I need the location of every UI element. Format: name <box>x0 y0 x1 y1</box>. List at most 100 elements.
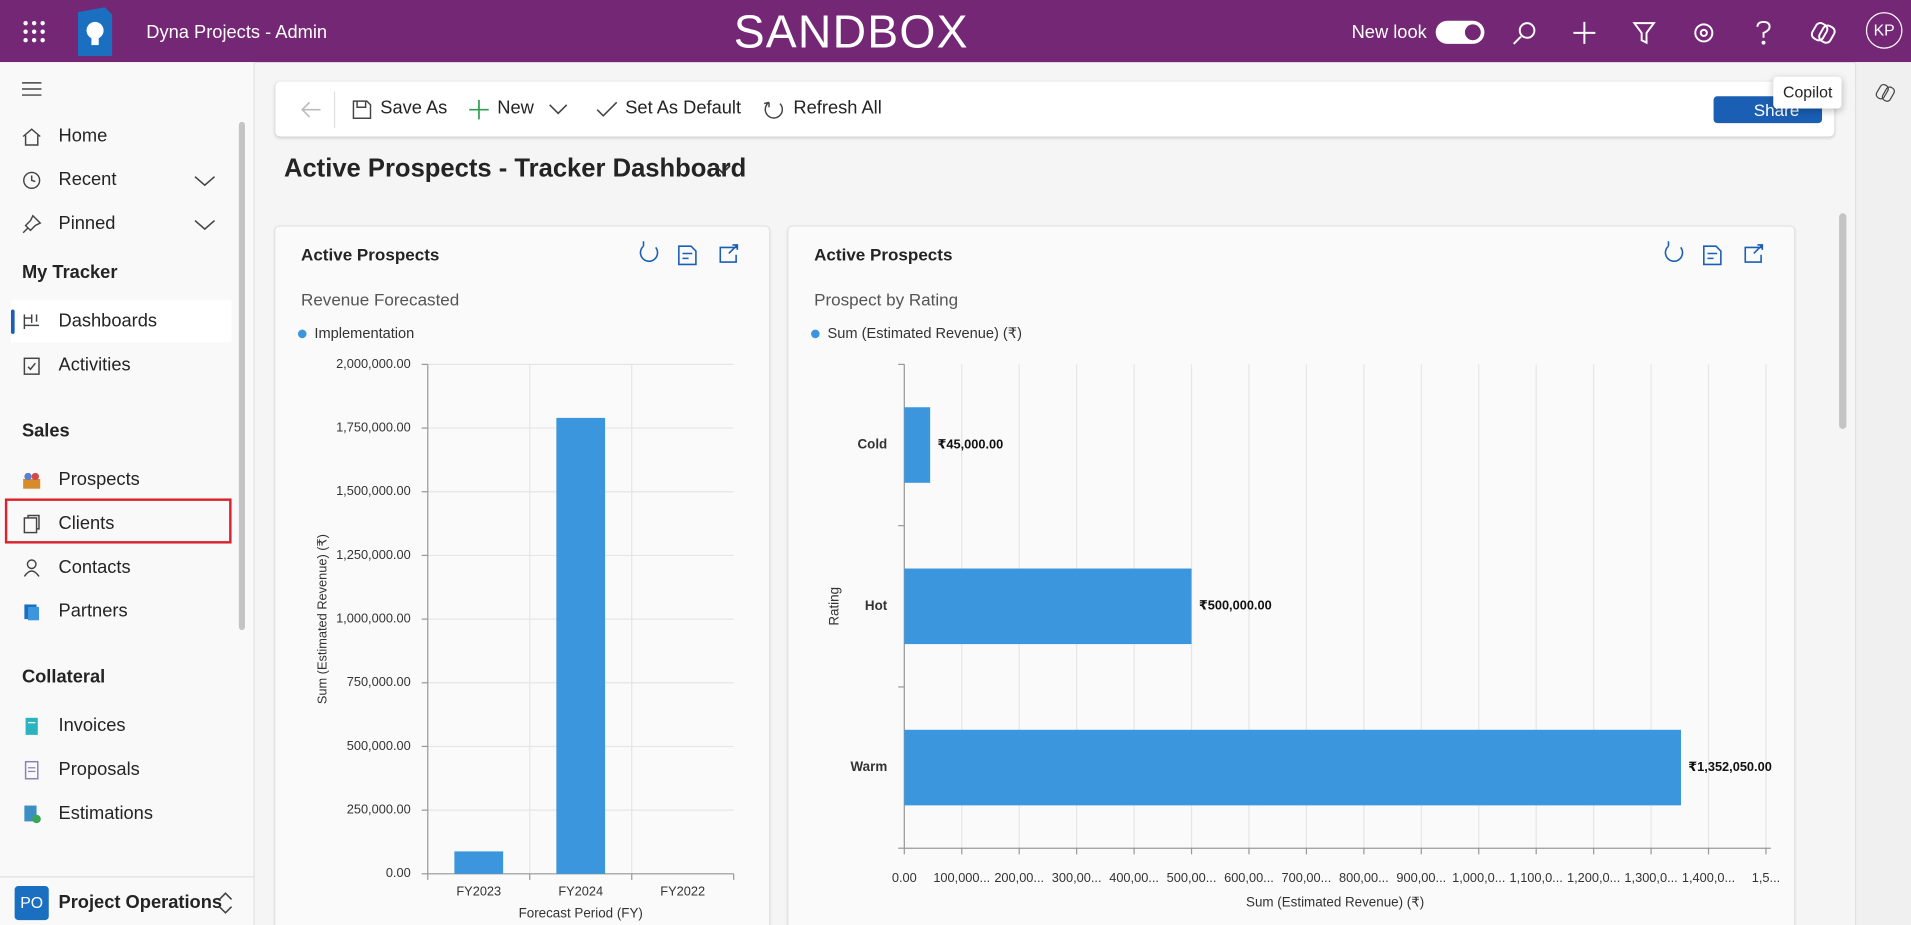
data-label: ₹45,000.00 <box>937 436 1003 451</box>
x-tick-label: 1,000,0... <box>1452 870 1505 885</box>
area-chevrons <box>218 892 233 914</box>
chart-subtitle: Revenue Forecasted <box>301 291 459 310</box>
nav-item[interactable]: Dashboards <box>58 310 158 332</box>
nav-item[interactable]: Clients <box>58 513 115 534</box>
x-tick-label: FY2022 <box>660 883 705 898</box>
settings-button[interactable] <box>1694 23 1714 43</box>
new-button[interactable]: New <box>497 97 534 119</box>
y-tick-label: 1,750,000.00 <box>336 419 411 434</box>
bar <box>454 851 504 874</box>
app-name[interactable]: Dyna Projects - Admin <box>146 21 328 43</box>
user-initials: KP <box>1873 20 1895 39</box>
save-as-icon <box>352 100 372 119</box>
chart: Active Prospects Revenue Forecasted Implem… <box>297 241 739 921</box>
sidebar: Home Recent Pinned My Tracker Dashboards… <box>0 62 255 925</box>
x-axis-label: Sum (Estimated Revenue) (₹) <box>1246 895 1424 910</box>
y-axis-label: Rating <box>826 587 841 626</box>
new-dropdown[interactable] <box>548 104 568 116</box>
dashboard-selector[interactable] <box>714 163 731 175</box>
expand-chart[interactable] <box>1744 244 1764 263</box>
expand-chevron[interactable] <box>194 175 216 187</box>
selected-item-bg <box>10 299 232 343</box>
x-tick-label: 600,00... <box>1224 870 1274 885</box>
nav-item[interactable]: Estimations <box>58 803 153 824</box>
dashboard-title[interactable]: Active Prospects - Tracker Dashboard <box>283 154 747 183</box>
search-button[interactable] <box>1512 22 1536 45</box>
new-look-toggle[interactable] <box>1435 20 1485 44</box>
nav-item[interactable]: Partners <box>58 600 128 622</box>
add-button[interactable] <box>1573 21 1596 44</box>
estimations-icon <box>24 805 41 824</box>
refresh-chart[interactable] <box>1664 241 1684 263</box>
chart-subtitle: Prospect by Rating <box>814 291 958 310</box>
y-tick-label: 750,000.00 <box>347 674 411 689</box>
view-records[interactable] <box>678 245 697 266</box>
nav-item[interactable]: Invoices <box>58 715 126 737</box>
x-tick-label: 200,00... <box>994 870 1044 885</box>
copilot-pane-icon[interactable] <box>1874 82 1896 104</box>
y-tick-label: 500,000.00 <box>347 738 411 753</box>
activities-icon <box>23 357 40 375</box>
x-tick-label: 0.00 <box>892 870 917 885</box>
invoices-icon <box>25 717 38 735</box>
nav-item[interactable]: Home <box>58 125 108 147</box>
user-avatar[interactable]: KP <box>1865 12 1903 49</box>
section-title: Sales <box>21 420 70 442</box>
y-tick-label: Warm <box>851 759 888 774</box>
proposals-icon <box>24 760 39 780</box>
top-bar: Dyna Projects - Admin SANDBOX New look K… <box>0 0 1911 63</box>
prospects-icon <box>23 472 41 489</box>
nav-item[interactable]: Prospects <box>58 469 140 490</box>
x-tick-label: 700,00... <box>1282 870 1332 885</box>
back-button[interactable] <box>300 100 322 119</box>
main-scrollbar[interactable] <box>1839 213 1847 429</box>
x-tick-label: 800,00... <box>1339 870 1389 885</box>
area-badge: PO <box>14 885 49 921</box>
card-title: Active Prospects <box>814 245 952 264</box>
set-default-button[interactable]: Set As Default <box>625 97 742 119</box>
x-tick-label: FY2024 <box>558 883 603 898</box>
view-records[interactable] <box>1703 245 1722 266</box>
save-as-button[interactable]: Save As <box>380 97 448 119</box>
y-tick-label: 2,000,000.00 <box>336 356 411 371</box>
partners-icon <box>24 604 39 621</box>
data-label: ₹1,352,050.00 <box>1688 759 1772 774</box>
y-tick-label: Hot <box>865 598 888 613</box>
filter-button[interactable] <box>1632 22 1656 45</box>
refresh-icon <box>763 101 784 119</box>
y-tick-label: 0.00 <box>386 865 411 880</box>
clients-icon <box>23 514 40 534</box>
section-title: My Tracker <box>21 262 118 283</box>
legend-marker <box>811 329 820 339</box>
sidebar-scrollbar[interactable] <box>238 121 245 631</box>
expand-chevron[interactable] <box>194 219 216 231</box>
nav-item[interactable]: Recent <box>58 169 117 191</box>
recent-icon <box>23 171 41 190</box>
app-launcher[interactable] <box>22 19 46 43</box>
card-actions <box>639 241 739 266</box>
expand-chart[interactable] <box>719 244 739 263</box>
nav-item[interactable]: Contacts <box>58 556 131 578</box>
chart-card: Active Prospects Prospect by Rating Sum (E… <box>787 225 1796 925</box>
nav-item[interactable]: Pinned <box>58 213 116 234</box>
nav-item[interactable]: Activities <box>58 354 131 376</box>
tooltip: Copilot <box>1773 76 1842 109</box>
area-switcher[interactable]: PO Project Operations <box>0 876 254 925</box>
section-title: Collateral <box>21 666 106 688</box>
x-tick-label: 400,00... <box>1109 870 1159 885</box>
command-bar: Save As New Set As Default Refresh All S… <box>275 81 1835 137</box>
nav-item[interactable]: Proposals <box>58 759 140 780</box>
set-default-icon <box>596 101 618 117</box>
menu-toggle[interactable] <box>21 82 44 97</box>
help-button[interactable] <box>1756 20 1771 45</box>
area-badge-text: PO <box>20 893 44 912</box>
copilot-button[interactable] <box>1810 21 1836 44</box>
bar <box>556 417 606 874</box>
refresh-chart[interactable] <box>639 241 659 263</box>
x-axis-label: Forecast Period (FY) <box>519 906 643 921</box>
x-tick-label: 1,400,0... <box>1682 870 1735 885</box>
refresh-all-button[interactable]: Refresh All <box>793 97 882 119</box>
highlight-box <box>4 498 232 544</box>
home-icon <box>22 128 41 146</box>
